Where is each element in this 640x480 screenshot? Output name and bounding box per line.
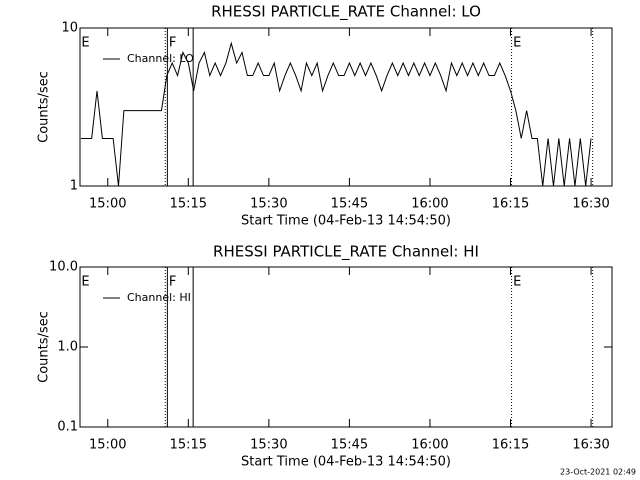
y-tick-label: 1 [70,179,78,194]
x-tick-label: 15:15 [170,438,207,453]
y-tick-label: 1.0 [57,340,78,355]
x-tick-label: 15:30 [250,438,287,453]
x-tick-label: 15:45 [331,197,368,212]
x-tick-label: 16:15 [492,438,529,453]
legend-label: Channel: HI [127,291,191,304]
y-axis-label: Counts/sec [37,71,52,143]
flag-annotation: F [169,36,176,51]
x-tick-label: 16:30 [572,197,609,212]
y-tick-label: 10.0 [49,260,78,275]
chart-title: RHESSI PARTICLE_RATE Channel: LO [211,3,481,22]
flag-annotation: E [513,275,521,290]
x-tick-label: 16:00 [411,197,448,212]
x-tick-label: 16:30 [572,438,609,453]
chart-title: RHESSI PARTICLE_RATE Channel: HI [213,243,479,262]
y-tick-label: 0.1 [57,420,78,435]
flag-annotation: F [169,275,176,290]
x-tick-label: 15:00 [89,197,126,212]
flag-annotation: E [81,275,89,290]
y-axis-label: Counts/sec [37,311,52,383]
flag-annotation: E [513,36,521,51]
x-tick-label: 15:30 [250,197,287,212]
plot-frame [79,27,613,187]
legend-label: Channel: LO [127,52,194,65]
x-tick-label: 15:15 [170,197,207,212]
x-tick-label: 16:15 [492,197,529,212]
x-axis-label: Start Time (04-Feb-13 14:54:50) [241,455,451,470]
x-tick-label: 16:00 [411,438,448,453]
footer-timestamp: 23-Oct-2021 02:49 [560,468,636,477]
flag-annotation: E [81,36,89,51]
data-line [80,41,592,187]
y-tick-label: 10 [61,21,78,36]
x-tick-label: 15:00 [89,438,126,453]
x-axis-label: Start Time (04-Feb-13 14:54:50) [241,214,451,229]
x-tick-label: 15:45 [331,438,368,453]
